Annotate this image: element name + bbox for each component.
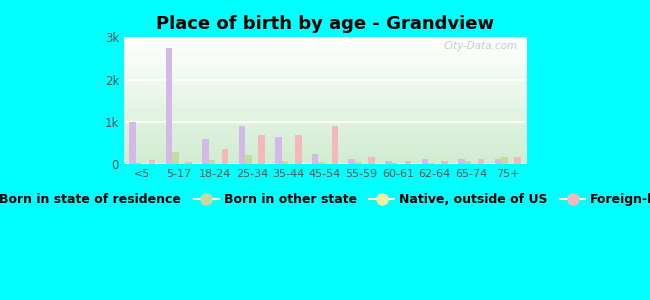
Bar xyxy=(289,163,295,164)
Bar xyxy=(209,160,215,164)
Bar xyxy=(275,137,282,164)
Title: Place of birth by age - Grandview: Place of birth by age - Grandview xyxy=(156,15,494,33)
Bar xyxy=(129,122,136,164)
Bar xyxy=(465,161,471,164)
Bar xyxy=(441,161,448,164)
Bar xyxy=(149,160,155,164)
Bar xyxy=(428,163,435,164)
Bar xyxy=(405,161,411,164)
Bar xyxy=(202,139,209,164)
Bar xyxy=(495,159,501,164)
Bar xyxy=(245,154,252,164)
Bar xyxy=(348,159,355,164)
Bar xyxy=(368,157,375,164)
Text: City-Data.com: City-Data.com xyxy=(444,41,518,51)
Bar xyxy=(166,48,172,164)
Bar xyxy=(514,158,521,164)
Bar xyxy=(172,152,179,164)
Bar xyxy=(332,126,338,164)
Bar xyxy=(282,161,289,164)
Bar xyxy=(385,161,391,164)
Bar xyxy=(215,163,222,164)
Bar xyxy=(239,126,245,164)
Bar xyxy=(318,162,325,164)
Bar xyxy=(185,162,192,164)
Legend: Born in state of residence, Born in other state, Native, outside of US, Foreign-: Born in state of residence, Born in othe… xyxy=(0,188,650,211)
Bar xyxy=(422,159,428,164)
Bar xyxy=(478,159,484,164)
Bar xyxy=(259,135,265,164)
Bar xyxy=(222,149,228,164)
Bar xyxy=(325,163,332,164)
Bar xyxy=(312,154,318,164)
Bar xyxy=(355,162,361,164)
Bar xyxy=(458,159,465,164)
Bar xyxy=(501,158,508,164)
Bar xyxy=(391,163,398,164)
Bar xyxy=(295,136,302,164)
